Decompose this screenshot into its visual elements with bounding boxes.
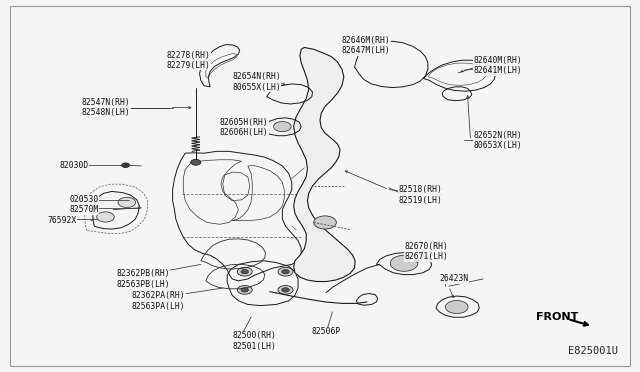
Circle shape xyxy=(191,159,201,165)
Circle shape xyxy=(237,267,252,276)
Circle shape xyxy=(241,269,248,274)
Text: 82506P: 82506P xyxy=(312,327,341,336)
Text: 82518(RH)
82519(LH): 82518(RH) 82519(LH) xyxy=(398,185,442,205)
Text: 020530: 020530 xyxy=(69,195,99,204)
Text: 26423N: 26423N xyxy=(439,275,468,283)
Circle shape xyxy=(282,288,289,292)
Circle shape xyxy=(282,269,289,274)
Text: 82547N(RH)
82548N(LH): 82547N(RH) 82548N(LH) xyxy=(82,98,131,117)
Circle shape xyxy=(278,286,293,294)
Text: 82278(RH)
82279(LH): 82278(RH) 82279(LH) xyxy=(166,51,210,70)
Text: 82670(RH)
82671(LH): 82670(RH) 82671(LH) xyxy=(404,242,449,261)
Text: 82570M: 82570M xyxy=(69,205,99,214)
Polygon shape xyxy=(294,48,355,282)
Text: 82652N(RH)
80653X(LH): 82652N(RH) 80653X(LH) xyxy=(474,131,522,150)
Circle shape xyxy=(273,122,291,132)
Text: 76592X: 76592X xyxy=(47,216,76,225)
Text: 82362PA(RH)
82563PA(LH): 82362PA(RH) 82563PA(LH) xyxy=(132,291,186,311)
Text: 82654N(RH)
80655X(LH): 82654N(RH) 80655X(LH) xyxy=(232,73,281,92)
Text: 82640M(RH)
82641M(LH): 82640M(RH) 82641M(LH) xyxy=(474,56,522,76)
Circle shape xyxy=(314,216,336,229)
Text: 82362PB(RH)
82563PB(LH): 82362PB(RH) 82563PB(LH) xyxy=(116,269,170,289)
Text: FRONT: FRONT xyxy=(536,312,579,322)
Text: 82030D: 82030D xyxy=(60,161,89,170)
Text: 82646M(RH)
82647M(LH): 82646M(RH) 82647M(LH) xyxy=(342,36,390,55)
Circle shape xyxy=(97,212,115,222)
Circle shape xyxy=(445,301,468,314)
Circle shape xyxy=(118,197,136,208)
Circle shape xyxy=(390,255,418,271)
Circle shape xyxy=(241,288,248,292)
Circle shape xyxy=(122,163,129,167)
Circle shape xyxy=(237,286,252,294)
Circle shape xyxy=(278,267,293,276)
Text: 82500(RH)
82501(LH): 82500(RH) 82501(LH) xyxy=(232,331,276,351)
Text: 82605H(RH)
82606H(LH): 82605H(RH) 82606H(LH) xyxy=(220,118,268,137)
Text: E825001U: E825001U xyxy=(568,346,618,356)
